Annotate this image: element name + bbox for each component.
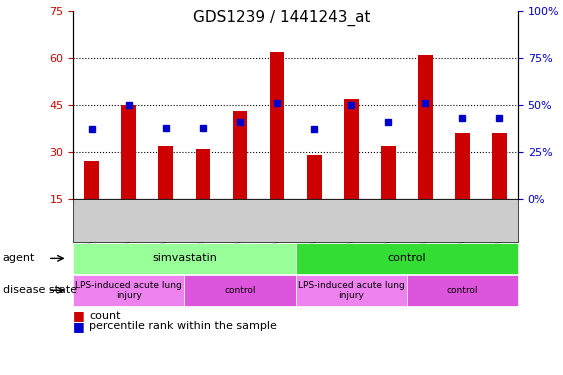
Bar: [344, 99, 359, 199]
Text: count: count: [89, 311, 120, 321]
Text: simvastatin: simvastatin: [152, 254, 217, 263]
Text: ■: ■: [73, 320, 85, 333]
Bar: [195, 149, 211, 199]
Text: percentile rank within the sample: percentile rank within the sample: [89, 321, 277, 331]
Bar: [84, 161, 99, 199]
Text: control: control: [446, 286, 478, 295]
Bar: [122, 105, 136, 199]
Text: LPS-induced acute lung
injury: LPS-induced acute lung injury: [75, 280, 182, 300]
Bar: [418, 55, 433, 199]
Text: ■: ■: [73, 309, 85, 322]
Bar: [492, 133, 507, 199]
Bar: [158, 146, 173, 199]
Text: control: control: [224, 286, 256, 295]
Text: control: control: [387, 254, 426, 263]
Text: GDS1239 / 1441243_at: GDS1239 / 1441243_at: [193, 9, 370, 26]
Bar: [233, 111, 247, 199]
Bar: [381, 146, 396, 199]
Text: LPS-induced acute lung
injury: LPS-induced acute lung injury: [298, 280, 405, 300]
Bar: [270, 52, 284, 199]
Text: agent: agent: [3, 254, 35, 263]
Text: disease state: disease state: [3, 285, 77, 295]
Bar: [307, 155, 321, 199]
Bar: [455, 133, 470, 199]
